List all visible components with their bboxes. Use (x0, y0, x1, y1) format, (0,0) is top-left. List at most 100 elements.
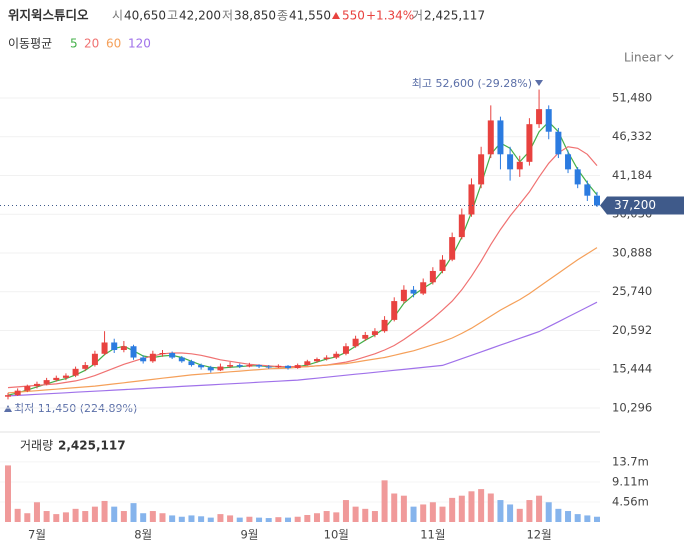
volume-label: 거 (412, 9, 423, 23)
moving-average-line (7, 301, 598, 397)
volume-bar (352, 506, 359, 522)
x-tick-label: 12월 (526, 528, 551, 542)
volume-bar (149, 511, 156, 522)
candle-body (497, 120, 504, 155)
volume-bar (246, 516, 253, 522)
volume-title: 거래량 (20, 439, 53, 453)
volume-bar (101, 500, 108, 522)
candle-body (91, 353, 98, 366)
volume-bar (555, 508, 562, 522)
high-value: 42,200 (179, 9, 221, 23)
candle-body (526, 124, 533, 162)
moving-average-line (7, 247, 598, 394)
volume-bar (207, 517, 214, 522)
volume-bar (574, 514, 581, 522)
candle-body (410, 289, 417, 294)
candle-body (565, 154, 572, 170)
y-tick-label: 20,592 (612, 323, 652, 337)
volume-bar (130, 503, 137, 522)
candle-body (536, 109, 543, 125)
volume-bar (391, 493, 398, 522)
high-label: 고 (167, 9, 178, 23)
low-value: 38,850 (234, 9, 276, 23)
x-tick-label: 7월 (28, 528, 46, 542)
y-tick-label: 30,888 (612, 245, 652, 259)
y-tick-label: 41,184 (612, 168, 652, 182)
legend: 5 20 60 120 (70, 37, 151, 51)
volume-bar (449, 497, 456, 522)
candle-body (371, 331, 378, 335)
volume-bar (526, 500, 533, 522)
candle-body (169, 353, 176, 358)
volume-tick-label: 4.56m (612, 495, 649, 509)
x-tick-label: 11월 (420, 528, 445, 542)
x-tick-label: 9월 (240, 528, 258, 542)
volume-bar (188, 515, 195, 522)
volume-bar (468, 491, 475, 522)
candle-body (391, 301, 398, 320)
volume-bar (400, 495, 407, 522)
candle-body (458, 214, 465, 238)
volume-bar (24, 513, 31, 522)
candle-body (62, 375, 69, 378)
candle-body (352, 338, 359, 347)
candle-body (198, 365, 205, 368)
moving-average-line (7, 146, 598, 389)
volume-bar (323, 511, 330, 522)
last-price-tag (600, 196, 684, 215)
legend-title: 이동평균 (8, 37, 52, 51)
volume-bar (178, 516, 185, 522)
volume-bar (62, 512, 69, 522)
volume-bar (410, 506, 417, 522)
volume-bar (14, 508, 21, 522)
candle-body (53, 377, 60, 381)
candle-body (294, 365, 301, 369)
volume-tick-label: 13.7m (612, 454, 649, 468)
open-label: 시 (112, 9, 123, 23)
candle-body (304, 361, 311, 366)
volume-bar (362, 508, 369, 522)
candle-body (574, 169, 581, 185)
candle-body (555, 131, 562, 155)
candle-body (256, 365, 263, 367)
candle-body (140, 357, 147, 362)
volume-bar (53, 514, 60, 522)
volume-bar (487, 493, 494, 522)
x-tick-label: 10월 (324, 528, 349, 542)
high-marker (535, 80, 543, 86)
volume-bar (140, 513, 147, 522)
low-label: 저 (222, 9, 233, 23)
chevron[interactable] (664, 54, 674, 60)
high-annotation: 최고 52,600 (-29.28%) (412, 77, 532, 90)
candle-body (516, 161, 523, 170)
candle-body (82, 365, 89, 369)
volume-bar (256, 517, 263, 522)
candle-body (429, 270, 436, 283)
x-tick-label: 8월 (134, 528, 152, 542)
volume-bar (72, 508, 79, 522)
volume-bar (285, 517, 292, 522)
volume-bar (507, 504, 514, 522)
volume-bar (236, 517, 243, 522)
candle-body (594, 195, 600, 206)
volume-bar (265, 518, 272, 522)
candle-body (313, 359, 320, 362)
candle-body (188, 361, 195, 366)
volume-bar (33, 502, 40, 522)
volume-bar (584, 515, 591, 522)
scale-button[interactable]: Linear (624, 51, 661, 65)
candle-body (468, 184, 475, 215)
up-arrow (332, 12, 340, 19)
volume-bar (342, 500, 349, 522)
volume-bar (516, 508, 523, 522)
legend-entry: 60 (106, 37, 121, 51)
candle-body (449, 237, 456, 260)
candle-body (420, 282, 427, 294)
candle-body (246, 365, 253, 367)
candle-body (275, 365, 282, 368)
volume-bar (227, 515, 234, 522)
volume-last: 2,425,117 (58, 439, 126, 453)
volume-bar (565, 511, 572, 522)
candle-body (111, 342, 118, 351)
